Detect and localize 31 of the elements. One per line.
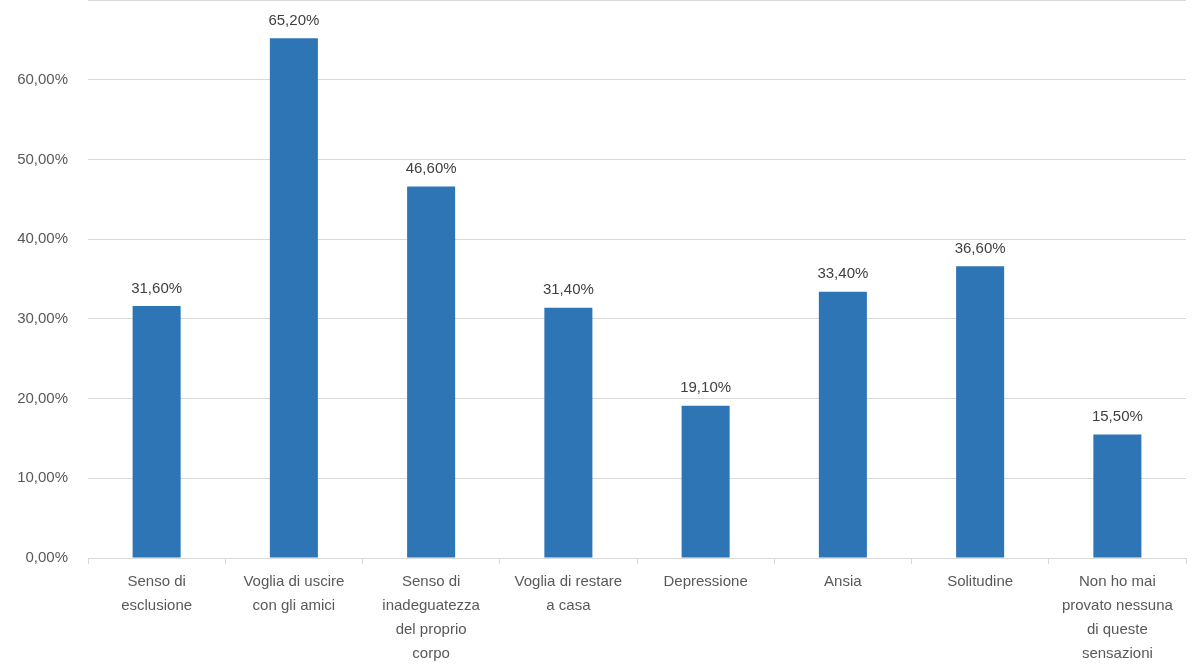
bar bbox=[1093, 434, 1142, 558]
y-tick-label: 40,00% bbox=[17, 229, 68, 247]
data-label: 46,60% bbox=[405, 159, 457, 177]
bar bbox=[818, 291, 867, 558]
x-tick-label: Depressione bbox=[663, 572, 748, 590]
y-tick-label: 20,00% bbox=[17, 388, 68, 406]
bar bbox=[269, 38, 318, 558]
y-tick-label: 10,00% bbox=[17, 468, 68, 486]
y-tick-label: 0,00% bbox=[25, 548, 68, 566]
data-label: 15,50% bbox=[1091, 407, 1143, 425]
bar bbox=[544, 307, 593, 558]
y-tick-label: 60,00% bbox=[17, 69, 68, 87]
x-tick-label: Non ho mai provato nessuna di queste sensazioni bbox=[1061, 572, 1174, 662]
x-tick-label: Voglia di uscire con gli amici bbox=[243, 572, 345, 614]
x-tick-label: Senso di esclusione bbox=[121, 572, 193, 614]
bar bbox=[956, 266, 1005, 558]
data-label: 31,40% bbox=[542, 280, 594, 298]
bar bbox=[681, 405, 730, 558]
data-label: 33,40% bbox=[817, 264, 869, 282]
y-tick-label: 30,00% bbox=[17, 309, 68, 326]
x-tick-label: Voglia di restare a casa bbox=[514, 572, 623, 614]
bar bbox=[407, 186, 456, 558]
y-tick-label: 50,00% bbox=[17, 149, 68, 167]
x-tick-label: Solitudine bbox=[947, 572, 1014, 590]
data-label: 36,60% bbox=[954, 238, 1006, 256]
x-tick-label: Ansia bbox=[824, 572, 863, 590]
bar bbox=[132, 306, 181, 558]
data-label: 31,60% bbox=[131, 278, 183, 296]
x-tick-label: Senso di inadeguatezza del proprio corpo bbox=[382, 572, 481, 662]
data-label: 19,10% bbox=[680, 378, 732, 396]
data-label: 65,20% bbox=[268, 10, 320, 28]
